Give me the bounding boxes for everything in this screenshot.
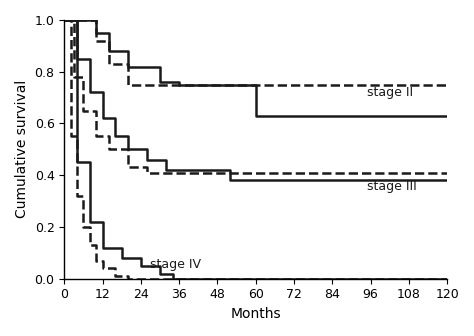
X-axis label: Months: Months <box>230 307 281 321</box>
Text: stage III: stage III <box>367 180 417 194</box>
Text: stage II: stage II <box>367 86 413 99</box>
Y-axis label: Cumulative survival: Cumulative survival <box>15 80 29 218</box>
Text: stage IV: stage IV <box>150 258 201 271</box>
